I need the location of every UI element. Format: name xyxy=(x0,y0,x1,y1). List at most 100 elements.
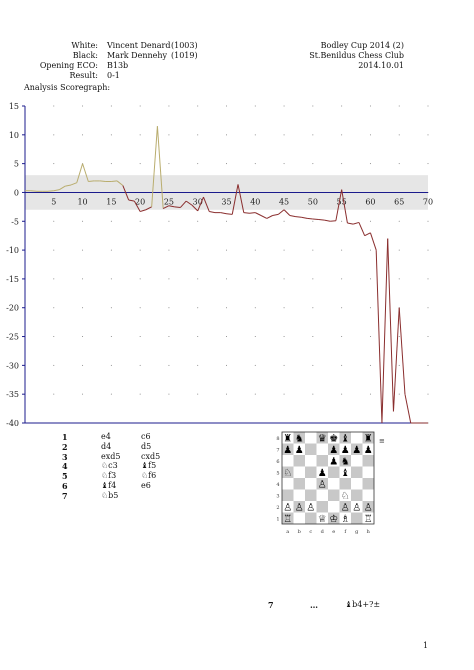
white-move[interactable]: e4 xyxy=(101,432,111,441)
board-square[interactable] xyxy=(316,512,329,525)
board-square[interactable] xyxy=(362,443,375,456)
black-move[interactable]: e6 xyxy=(141,481,151,490)
board-square[interactable] xyxy=(351,478,363,490)
board-square[interactable] xyxy=(282,466,294,479)
board-square[interactable] xyxy=(316,455,329,467)
chess-piece[interactable]: ♟ xyxy=(329,457,338,468)
chess-piece[interactable]: ♙ xyxy=(295,503,304,514)
chess-piece[interactable]: ♟ xyxy=(329,445,338,456)
board-square[interactable] xyxy=(316,489,329,502)
chess-piece[interactable]: ♙ xyxy=(364,503,373,514)
black-move[interactable]: c6 xyxy=(141,432,151,441)
board-square[interactable] xyxy=(339,478,352,490)
board-square[interactable] xyxy=(339,512,352,525)
board-square[interactable] xyxy=(316,466,329,479)
board-square[interactable] xyxy=(305,443,317,456)
board-square[interactable] xyxy=(362,466,375,479)
board-square[interactable] xyxy=(282,489,294,502)
board-square[interactable] xyxy=(362,501,375,513)
board-square[interactable] xyxy=(351,466,363,479)
board-square[interactable] xyxy=(351,455,363,467)
chess-piece[interactable]: ♜ xyxy=(283,434,292,445)
board-square[interactable] xyxy=(316,501,329,513)
board-square[interactable] xyxy=(362,432,375,444)
chess-piece[interactable]: ♟ xyxy=(318,468,327,479)
board-square[interactable] xyxy=(316,443,329,456)
board-square[interactable] xyxy=(351,432,363,444)
board-square[interactable] xyxy=(316,478,329,490)
chess-piece[interactable]: ♟ xyxy=(295,445,304,456)
chess-piece[interactable]: ♝ xyxy=(341,468,350,479)
chess-piece[interactable]: ♘ xyxy=(283,468,292,479)
board-square[interactable] xyxy=(328,455,340,467)
board-square[interactable] xyxy=(328,489,340,502)
black-move[interactable]: ♘f6 xyxy=(141,471,157,481)
board-square[interactable] xyxy=(339,489,352,502)
board-square[interactable] xyxy=(293,501,306,513)
black-move[interactable]: ♝f5 xyxy=(141,461,157,471)
chess-piece[interactable]: ♕ xyxy=(318,514,327,525)
board-square[interactable] xyxy=(339,455,352,467)
board-square[interactable] xyxy=(351,443,363,456)
chess-piece[interactable]: ♟ xyxy=(352,445,361,456)
board-square[interactable] xyxy=(282,443,294,456)
chess-piece[interactable]: ♛ xyxy=(318,434,327,445)
board-square[interactable] xyxy=(305,432,317,444)
white-move[interactable]: ♝f4 xyxy=(101,481,117,490)
chess-piece[interactable]: ♝ xyxy=(341,434,350,445)
board-square[interactable] xyxy=(305,478,317,490)
board-square[interactable] xyxy=(351,501,363,513)
chess-piece[interactable]: ♙ xyxy=(306,503,315,514)
board-square[interactable] xyxy=(305,466,317,479)
white-move[interactable]: ♘f3 xyxy=(101,471,117,481)
board-square[interactable] xyxy=(328,501,340,513)
black-move[interactable]: cxd5 xyxy=(141,451,161,461)
chess-piece[interactable]: ♙ xyxy=(352,503,361,514)
board-square[interactable] xyxy=(362,512,375,525)
white-move[interactable]: d4 xyxy=(101,441,112,451)
chess-piece[interactable]: ♔ xyxy=(329,514,338,525)
chess-piece[interactable]: ♘ xyxy=(341,491,350,502)
board-square[interactable] xyxy=(339,432,352,444)
chess-piece[interactable]: ♟ xyxy=(364,445,373,456)
chess-piece[interactable]: ♟ xyxy=(283,445,292,456)
board-square[interactable] xyxy=(282,501,294,513)
chess-piece[interactable]: ♞ xyxy=(341,457,350,468)
board-square[interactable] xyxy=(293,478,306,490)
board-square[interactable] xyxy=(305,501,317,513)
board-square[interactable] xyxy=(305,455,317,467)
chess-piece[interactable]: ♟ xyxy=(341,445,350,456)
board-square[interactable] xyxy=(351,512,363,525)
chess-piece[interactable]: ♙ xyxy=(318,480,327,491)
board-square[interactable] xyxy=(339,501,352,513)
board-square[interactable] xyxy=(293,455,306,467)
board-square[interactable] xyxy=(328,512,340,525)
board-square[interactable] xyxy=(305,489,317,502)
board-square[interactable] xyxy=(293,443,306,456)
board-square[interactable] xyxy=(328,466,340,479)
board-square[interactable] xyxy=(362,489,375,502)
board-square[interactable] xyxy=(293,432,306,444)
chess-piece[interactable]: ♖ xyxy=(364,514,373,525)
board-square[interactable] xyxy=(328,443,340,456)
white-move[interactable]: ♘c3 xyxy=(101,461,118,471)
chess-piece[interactable]: ♗ xyxy=(341,514,350,525)
board-square[interactable] xyxy=(293,512,306,525)
board-square[interactable] xyxy=(282,432,294,444)
chess-piece[interactable]: ♙ xyxy=(283,503,292,514)
board-square[interactable] xyxy=(362,455,375,467)
board-square[interactable] xyxy=(293,466,306,479)
board-square[interactable] xyxy=(351,489,363,502)
white-move[interactable]: ♘b5 xyxy=(101,490,119,500)
chess-piece[interactable]: ♞ xyxy=(295,434,304,445)
board-square[interactable] xyxy=(328,478,340,490)
board-square[interactable] xyxy=(339,466,352,479)
board-square[interactable] xyxy=(328,432,340,444)
white-move[interactable]: exd5 xyxy=(101,451,121,461)
board-square[interactable] xyxy=(362,478,375,490)
chess-piece[interactable]: ♚ xyxy=(329,434,338,445)
chess-piece[interactable]: ♙ xyxy=(341,503,350,514)
black-move[interactable]: d5 xyxy=(141,441,152,451)
board-square[interactable] xyxy=(293,489,306,502)
board-square[interactable] xyxy=(339,443,352,456)
